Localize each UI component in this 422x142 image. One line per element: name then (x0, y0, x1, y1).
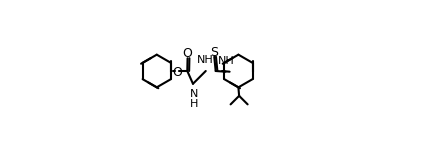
Text: NH: NH (197, 55, 214, 65)
Text: S: S (210, 46, 218, 59)
Text: NH: NH (218, 56, 235, 66)
Text: N
H: N H (189, 89, 198, 109)
Text: O: O (183, 47, 192, 60)
Text: O: O (172, 66, 182, 79)
